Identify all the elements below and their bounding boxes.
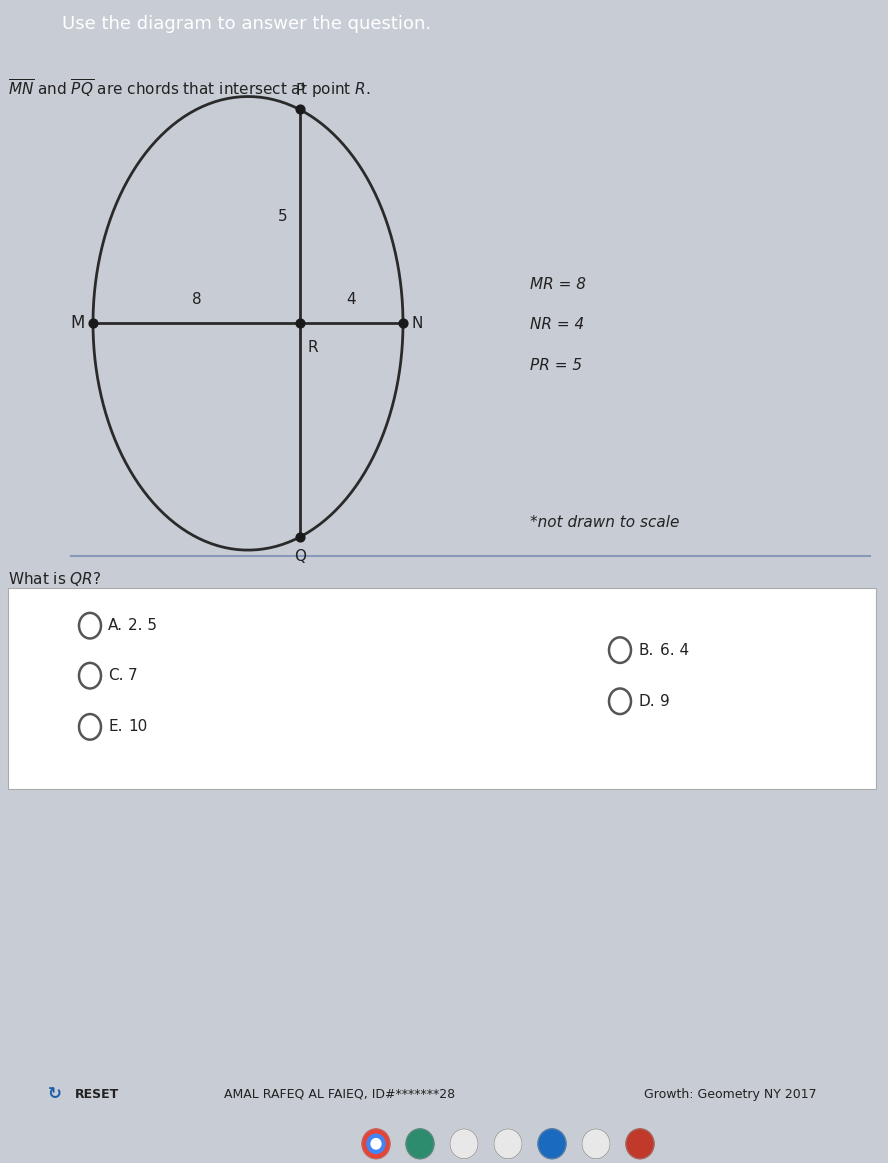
Text: N: N [411,316,423,330]
Point [292,314,306,333]
Text: 6. 4: 6. 4 [660,643,689,657]
Text: 10: 10 [128,720,147,734]
Text: 4: 4 [346,292,356,307]
Text: M: M [71,314,85,333]
Text: C.: C. [108,669,123,683]
Text: Use the diagram to answer the question.: Use the diagram to answer the question. [62,15,432,34]
Circle shape [538,1129,566,1158]
Text: 8: 8 [192,292,202,307]
Text: P: P [295,83,305,98]
Circle shape [367,1134,385,1154]
Text: 5: 5 [278,209,288,224]
Circle shape [362,1129,390,1158]
Circle shape [362,1129,390,1158]
Text: B.: B. [638,643,654,657]
Point [292,528,306,547]
Text: R: R [307,340,318,355]
Text: NR = 4: NR = 4 [530,317,584,333]
Point [292,100,306,119]
Circle shape [450,1129,478,1158]
Circle shape [406,1129,434,1158]
Text: Growth: Geometry NY 2017: Growth: Geometry NY 2017 [644,1087,816,1101]
Point [86,314,100,333]
Text: AMAL RAFEQ AL FAIEQ, ID#*******28: AMAL RAFEQ AL FAIEQ, ID#*******28 [225,1087,456,1101]
Text: E.: E. [108,720,123,734]
Text: PR = 5: PR = 5 [530,358,583,373]
Circle shape [582,1129,610,1158]
Circle shape [626,1129,654,1158]
Point [396,314,410,333]
Text: MR = 8: MR = 8 [530,277,586,292]
Text: 2. 5: 2. 5 [128,619,157,633]
FancyBboxPatch shape [8,588,876,789]
Text: A.: A. [108,619,123,633]
Text: What is $QR$?: What is $QR$? [8,570,101,587]
Circle shape [371,1139,381,1149]
Text: $\overline{MN}$ and $\overline{PQ}$ are chords that intersect at point $R$.: $\overline{MN}$ and $\overline{PQ}$ are … [8,77,370,100]
Circle shape [494,1129,522,1158]
Text: D.: D. [638,694,654,708]
Text: RESET: RESET [75,1087,119,1101]
Text: 9: 9 [660,694,670,708]
Text: 7: 7 [128,669,138,683]
Text: *not drawn to scale: *not drawn to scale [530,515,679,530]
Text: ↻: ↻ [48,1085,62,1104]
Text: Q: Q [294,549,305,564]
